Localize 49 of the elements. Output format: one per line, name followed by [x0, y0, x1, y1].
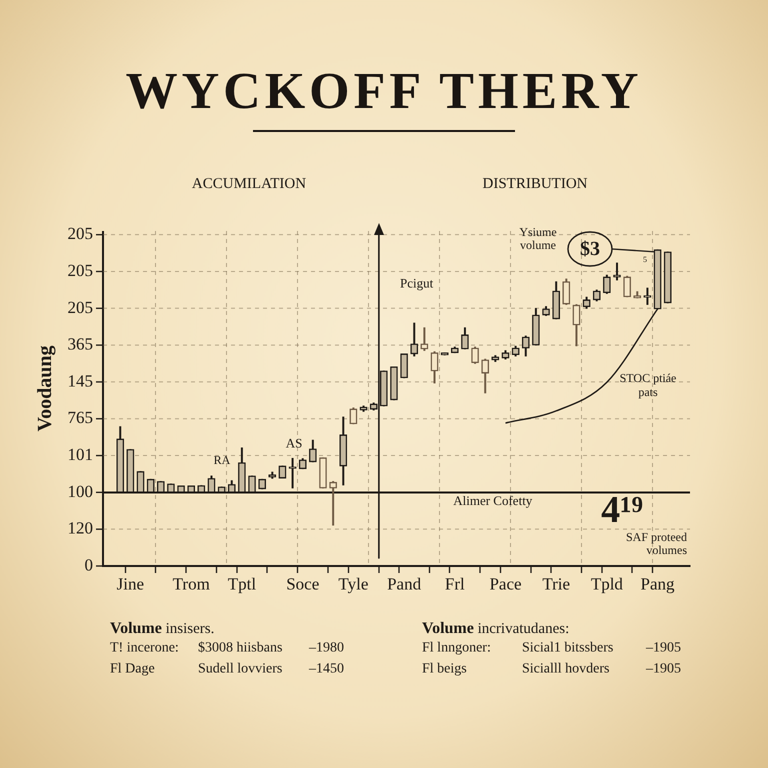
ref-line-label: Alimer Cofetty — [453, 492, 533, 508]
annotation: RA — [214, 453, 231, 468]
text: –1980 — [308, 640, 344, 656]
x-tick-label: Pace — [489, 574, 522, 594]
x-tick-label: Soce — [286, 574, 320, 594]
text: 145 — [68, 371, 93, 390]
text: T! incerone: — [110, 640, 179, 656]
y-axis-title: Voodaung — [34, 346, 56, 432]
x-tick-label: Jine — [116, 574, 144, 594]
x-tick-label: Trom — [172, 574, 210, 594]
annotation: 4¹⁹ — [601, 488, 643, 531]
x-tick-label: Frl — [444, 574, 465, 594]
annotation: 5 — [643, 255, 647, 264]
x-tick-label: Pand — [387, 574, 422, 594]
text: Sicialll hovders — [522, 662, 610, 677]
text: 120 — [68, 518, 93, 538]
annotation: Ysiume volume — [519, 225, 557, 252]
text: 765 — [68, 408, 93, 428]
text: –1905 — [645, 662, 681, 677]
annotation: $3 — [580, 238, 600, 260]
text: –1905 — [645, 640, 681, 656]
text: Volume insisers. — [110, 620, 214, 638]
text: –1450 — [308, 662, 344, 677]
x-tick-label: Trie — [542, 574, 570, 594]
text: ACCUMILATION — [192, 176, 306, 192]
text: 205 — [68, 298, 93, 317]
text: 365 — [68, 334, 93, 354]
chart-title: WYCKOFF THERY — [126, 62, 642, 122]
text: Sudell lovviers — [198, 662, 282, 677]
text: Fl Dage — [110, 662, 155, 677]
annotation: AS — [286, 435, 302, 450]
text: Fl beigs — [422, 662, 467, 677]
annotation: STOC ptiáe pats — [620, 371, 676, 400]
x-tick-label: Tyle — [338, 574, 368, 594]
text: $3008 hiisbans — [198, 640, 282, 656]
text: 205 — [68, 260, 93, 280]
text: 100 — [68, 482, 93, 501]
text: Fl lnngoner: — [422, 640, 491, 656]
text: 101 — [68, 445, 93, 464]
annotation: Pcigut — [400, 275, 434, 290]
text: Volume incrivatudanes: — [422, 620, 570, 638]
text: Sicial1 bitssbers — [522, 640, 614, 656]
text: 0 — [84, 555, 93, 574]
text: 205 — [68, 224, 93, 244]
x-tick-label: Tptl — [228, 574, 256, 594]
x-tick-label: Pang — [640, 574, 676, 594]
text: DISTRIBUTION — [482, 176, 588, 192]
text: SAF proteed volumes — [626, 530, 688, 558]
x-tick-label: Tpld — [590, 574, 624, 594]
